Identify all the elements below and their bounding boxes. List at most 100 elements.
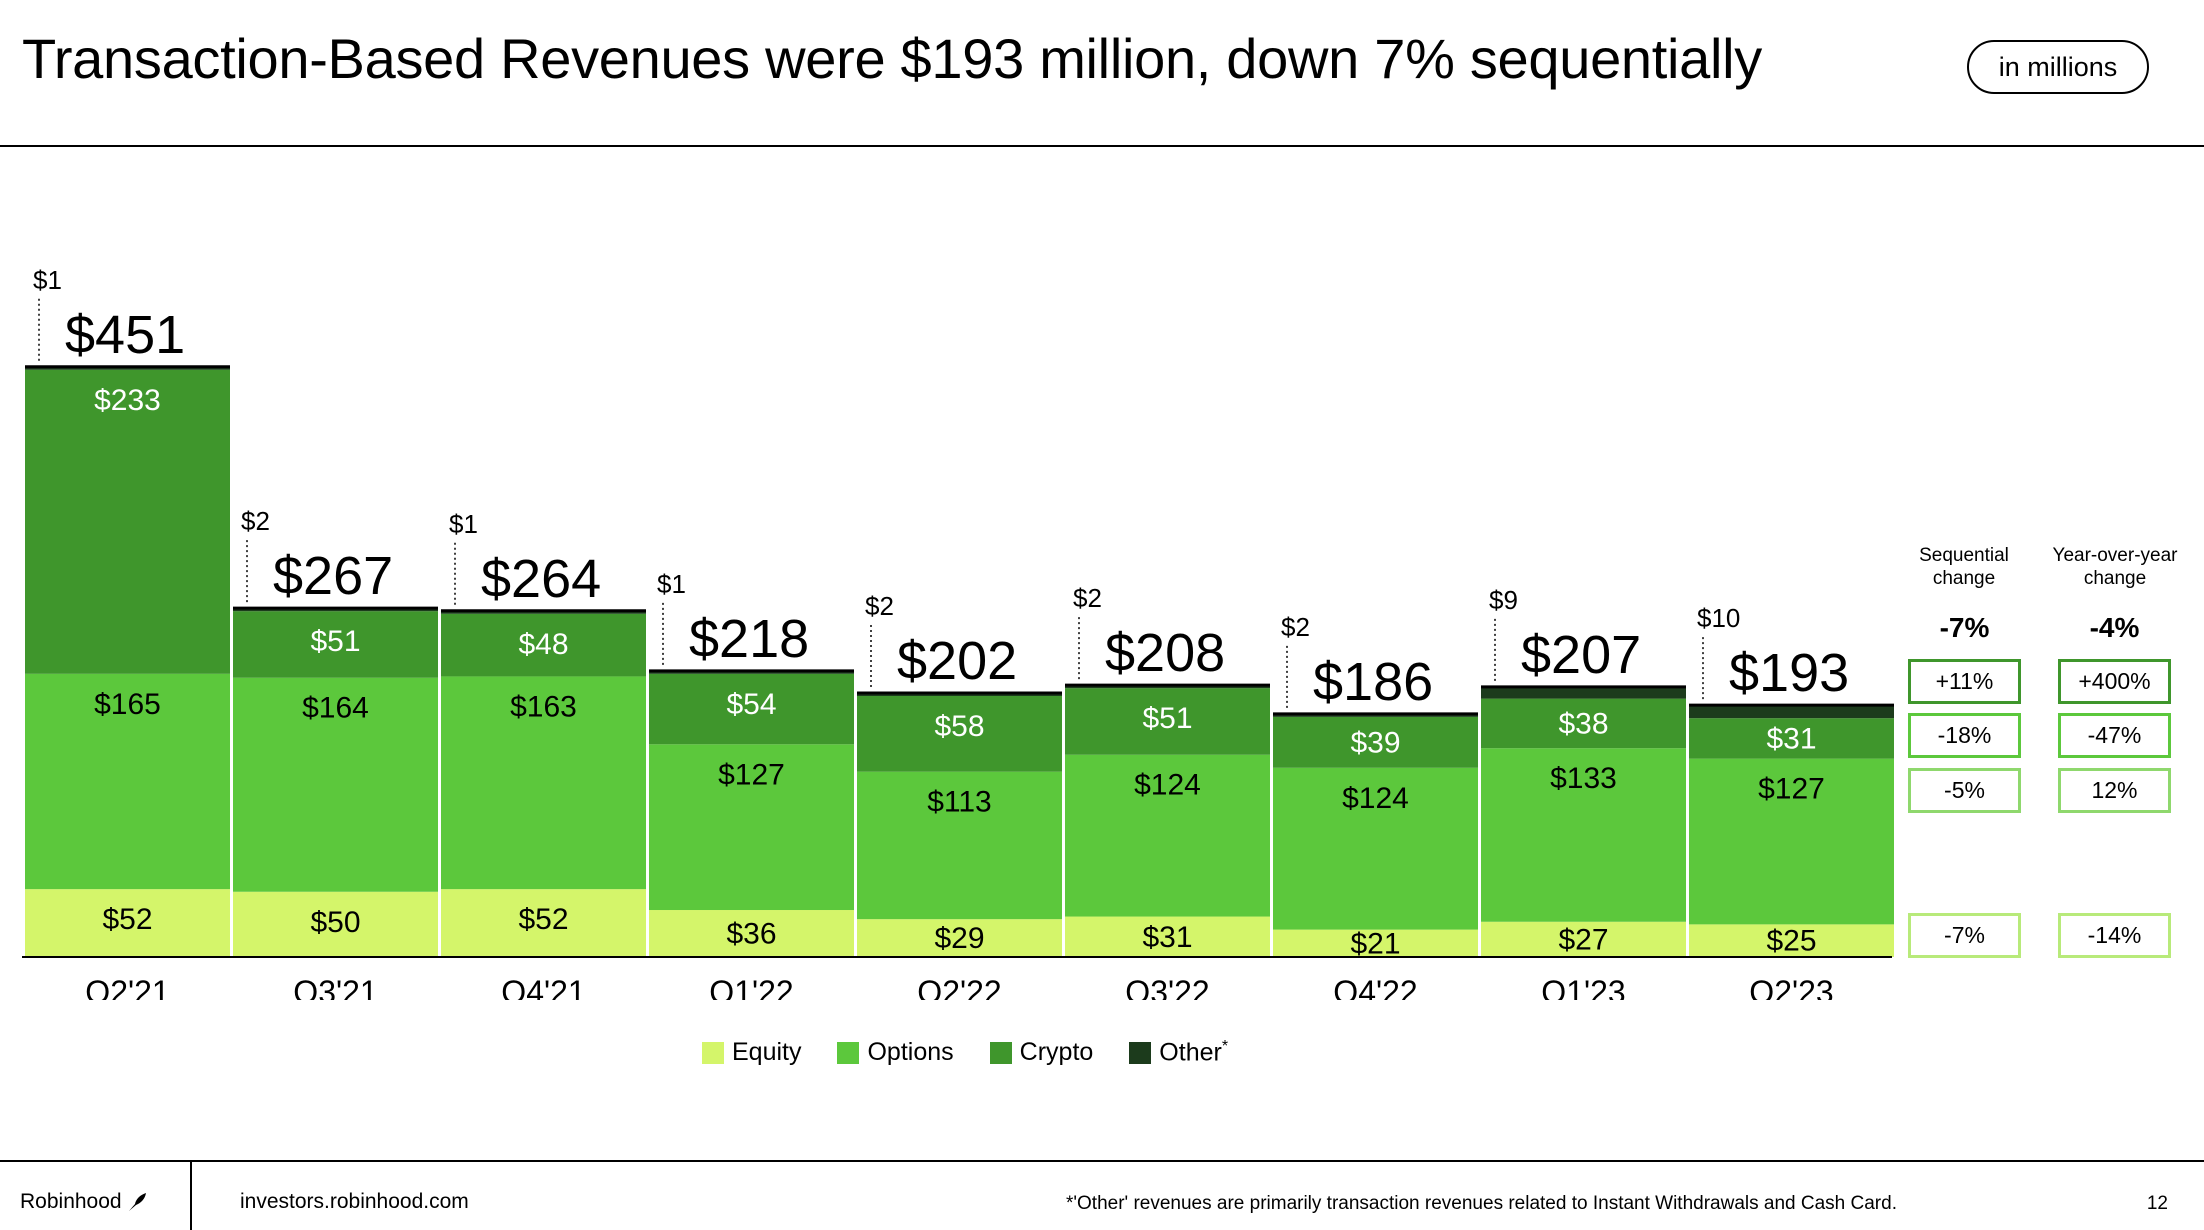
bar-segment-crypto	[1273, 716, 1478, 768]
segment-label-equity: $25	[1766, 925, 1816, 958]
bar-segment-options	[233, 677, 438, 892]
x-tick-label: Q4'22	[1333, 974, 1417, 1000]
footer-divider	[0, 1160, 2204, 1162]
total-label: $193	[1729, 643, 1849, 703]
bar-segment-equity	[857, 919, 1062, 957]
bar-segment-equity	[1689, 924, 1894, 957]
legend-swatch-options	[837, 1041, 860, 1064]
sequential-total-change: -7%	[1939, 612, 1990, 643]
bar-segment-equity	[649, 910, 854, 957]
logo-text: Robinhood	[20, 1190, 122, 1213]
segment-label-options: $127	[1758, 773, 1825, 806]
segment-label-crypto: $39	[1350, 726, 1400, 759]
segment-label-equity: $31	[1142, 921, 1192, 954]
segment-label-options: $113	[927, 786, 992, 819]
legend-label-other: Other*	[1159, 1038, 1228, 1067]
legend-label-options: Options	[867, 1038, 954, 1067]
segment-label-crypto: $31	[1766, 722, 1816, 755]
bar-segment-options	[857, 771, 1062, 920]
total-label: $264	[481, 549, 601, 609]
units-badge: in millions	[1967, 40, 2149, 94]
segment-label-options: $133	[1550, 762, 1617, 795]
bar-segment-equity	[1065, 916, 1270, 957]
legend-item-options: Options	[837, 1038, 954, 1067]
legend-item-crypto: Crypto	[989, 1038, 1094, 1067]
bar-segment-crypto	[233, 611, 438, 678]
x-tick-label: Q2'23	[1749, 974, 1833, 1000]
bar-segment-options	[25, 673, 230, 890]
sequential-options-change: -18%	[1908, 713, 2021, 758]
yoy-options-change: -47%	[2058, 713, 2171, 758]
segment-label-options: $124	[1342, 782, 1409, 815]
yoy-equity-change: -14%	[2058, 913, 2171, 958]
bar-segment-options	[1065, 754, 1270, 917]
footnote: *'Other' revenues are primarily transact…	[1066, 1193, 1897, 1214]
total-label: $267	[273, 546, 393, 606]
x-tick-label: Q1'22	[709, 974, 793, 1000]
other-label: $9	[1489, 585, 1518, 615]
other-label: $2	[1281, 612, 1310, 642]
bar-segment-other	[1481, 686, 1686, 699]
investor-site-link[interactable]: investors.robinhood.com	[240, 1190, 469, 1213]
legend-item-other: Other*	[1129, 1038, 1228, 1067]
other-label: $2	[241, 506, 270, 536]
yoy-total-change: -4%	[2089, 612, 2140, 643]
other-label: $2	[865, 591, 894, 621]
other-label: $1	[449, 509, 478, 539]
sequential-equity-upper-change: -5%	[1908, 768, 2021, 813]
legend-swatch-other	[1129, 1041, 1152, 1064]
bar-segment-crypto	[1481, 698, 1686, 749]
segment-label-equity: $36	[726, 918, 776, 951]
footer-vertical-divider	[190, 1161, 192, 1230]
segment-label-crypto: $233	[94, 384, 161, 417]
bar-segment-crypto	[649, 673, 854, 745]
segment-label-options: $163	[510, 690, 577, 723]
bar-segment-options	[1273, 767, 1478, 930]
sequential-change-header: Sequential change	[1919, 545, 2009, 589]
bar-segment-other	[1689, 705, 1894, 719]
segment-label-options: $165	[94, 688, 161, 721]
segment-label-crypto: $51	[1142, 702, 1192, 735]
other-label: $1	[33, 265, 62, 295]
segment-label-equity: $29	[934, 922, 984, 955]
legend-swatch-crypto	[989, 1041, 1012, 1064]
segment-label-options: $124	[1134, 769, 1201, 802]
segment-label-equity: $50	[310, 906, 360, 939]
stacked-bar-chart: $52$165$233$451$1Q2'21$50$164$51$267$2Q3…	[22, 265, 1894, 1000]
bar-segment-crypto	[25, 369, 230, 674]
bar-segment-equity	[25, 889, 230, 957]
header-divider	[0, 145, 2204, 147]
legend-label-equity: Equity	[732, 1038, 802, 1067]
bar-segment-crypto	[1689, 718, 1894, 759]
page-number: 12	[2146, 1193, 2168, 1214]
other-label: $10	[1697, 603, 1740, 633]
x-tick-label: Q3'21	[293, 974, 377, 1000]
bar-segment-options	[1689, 758, 1894, 925]
legend-label-crypto: Crypto	[1019, 1038, 1094, 1067]
x-tick-label: Q3'22	[1125, 974, 1209, 1000]
segment-label-equity: $21	[1350, 927, 1400, 960]
feather-icon	[128, 1193, 146, 1211]
segment-label-equity: $27	[1558, 923, 1608, 956]
bar-segment-equity	[233, 891, 438, 957]
bar-segment-crypto	[441, 613, 646, 677]
total-label: $207	[1521, 625, 1641, 685]
legend-swatch-equity	[702, 1041, 724, 1064]
bar-segment-options	[1481, 748, 1686, 922]
yoy-equity-upper-change: 12%	[2058, 768, 2171, 813]
total-label: $202	[897, 631, 1017, 691]
x-tick-label: Q2'22	[917, 974, 1001, 1000]
x-tick-label: Q4'21	[501, 974, 585, 1000]
bar-segment-equity	[1273, 929, 1478, 957]
segment-label-crypto: $48	[518, 628, 568, 661]
total-label: $208	[1105, 623, 1225, 683]
segment-label-crypto: $38	[1558, 707, 1608, 740]
segment-label-crypto: $54	[726, 688, 776, 721]
robinhood-logo[interactable]: Robinhood	[20, 1190, 148, 1214]
bar-segment-options	[649, 744, 854, 911]
bar-segment-crypto	[857, 696, 1062, 772]
segment-label-crypto: $58	[934, 710, 984, 743]
chart-legend: Equity Options Crypto Other*	[702, 1038, 1228, 1067]
yoy-crypto-change: +400%	[2058, 659, 2171, 704]
total-label: $218	[689, 609, 809, 669]
